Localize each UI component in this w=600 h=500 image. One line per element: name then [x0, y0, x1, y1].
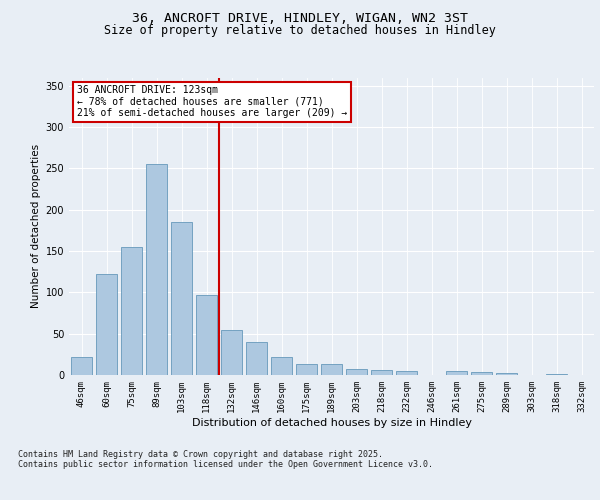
Bar — [296, 364, 317, 375]
Bar — [246, 342, 267, 375]
Bar — [221, 330, 242, 375]
Bar — [396, 371, 417, 375]
Y-axis label: Number of detached properties: Number of detached properties — [31, 144, 41, 308]
Bar — [121, 247, 142, 375]
Text: Contains HM Land Registry data © Crown copyright and database right 2025.
Contai: Contains HM Land Registry data © Crown c… — [18, 450, 433, 469]
Bar — [496, 372, 517, 375]
Bar — [271, 357, 292, 375]
Bar — [71, 357, 92, 375]
X-axis label: Distribution of detached houses by size in Hindley: Distribution of detached houses by size … — [191, 418, 472, 428]
Text: 36, ANCROFT DRIVE, HINDLEY, WIGAN, WN2 3ST: 36, ANCROFT DRIVE, HINDLEY, WIGAN, WN2 3… — [132, 12, 468, 26]
Text: 36 ANCROFT DRIVE: 123sqm
← 78% of detached houses are smaller (771)
21% of semi-: 36 ANCROFT DRIVE: 123sqm ← 78% of detach… — [77, 85, 347, 118]
Bar — [446, 371, 467, 375]
Bar — [346, 369, 367, 375]
Bar — [146, 164, 167, 375]
Bar — [471, 372, 492, 375]
Bar — [196, 295, 217, 375]
Bar — [321, 364, 342, 375]
Bar — [96, 274, 117, 375]
Bar — [546, 374, 567, 375]
Bar — [171, 222, 192, 375]
Text: Size of property relative to detached houses in Hindley: Size of property relative to detached ho… — [104, 24, 496, 37]
Bar — [371, 370, 392, 375]
